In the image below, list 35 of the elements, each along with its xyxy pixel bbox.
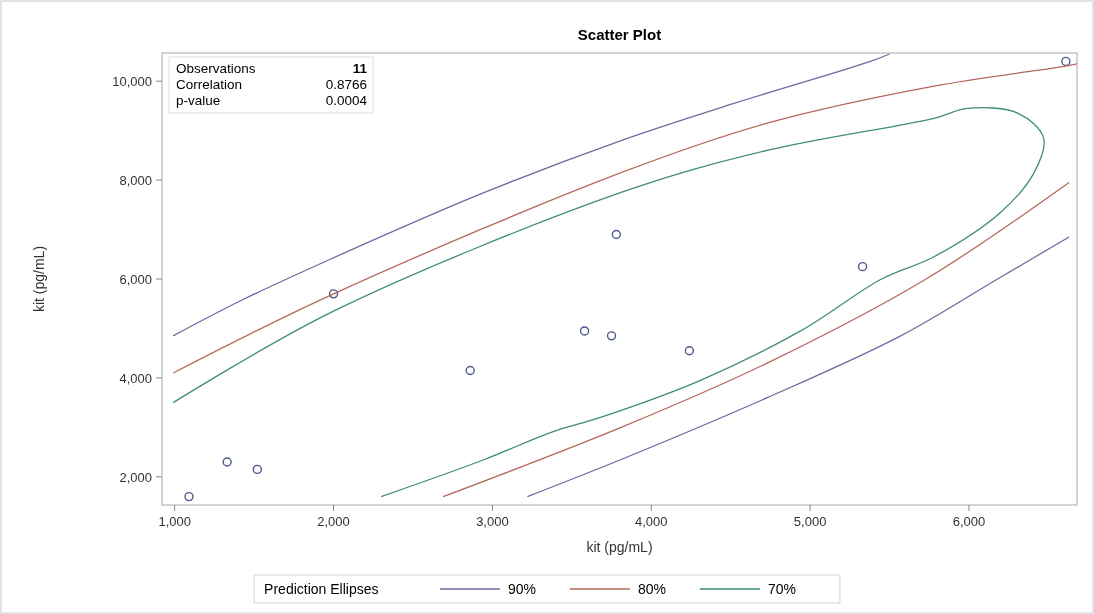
point xyxy=(465,365,475,376)
annotation: p-value xyxy=(176,93,221,108)
annotation: Correlation xyxy=(176,77,243,92)
y-tick-label: 6,000 xyxy=(119,272,152,287)
x-tick-label: 6,000 xyxy=(952,514,986,529)
annotation: Observations xyxy=(176,61,256,76)
point xyxy=(611,229,622,240)
y-tick-label: 10,000 xyxy=(112,74,152,90)
point xyxy=(1061,56,1071,67)
point xyxy=(222,457,232,467)
legend-label: 90% xyxy=(507,581,536,597)
point xyxy=(184,491,194,502)
x-tick-label: 2,000 xyxy=(317,514,350,529)
y-tick-label: 2,000 xyxy=(119,469,152,485)
legend-label: 70% xyxy=(767,581,796,597)
y-tick-label: 4,000 xyxy=(119,370,152,386)
point xyxy=(606,331,617,341)
x-tick-label: 3,000 xyxy=(476,514,509,529)
y-tick-label: 8,000 xyxy=(119,173,152,189)
annotation: 0.0004 xyxy=(325,93,368,108)
point xyxy=(857,261,868,272)
legend-label: 80% xyxy=(637,581,666,597)
annotation: 0.8766 xyxy=(325,77,367,92)
annotation: 11 xyxy=(352,61,368,76)
point xyxy=(252,464,263,475)
x-tick-label: 1,000 xyxy=(158,514,191,529)
x-tick-label: 5,000 xyxy=(793,514,827,529)
point xyxy=(579,326,590,336)
y-axis-title: kit (pg/mL) xyxy=(31,245,47,313)
x-axis-title: kit (pg/mL) xyxy=(586,539,653,555)
x-tick-label: 4,000 xyxy=(635,514,668,529)
chart-title: Scatter Plot xyxy=(577,26,662,43)
point xyxy=(684,346,695,356)
point xyxy=(328,289,339,299)
legend-title: Prediction Ellipses xyxy=(264,581,379,597)
